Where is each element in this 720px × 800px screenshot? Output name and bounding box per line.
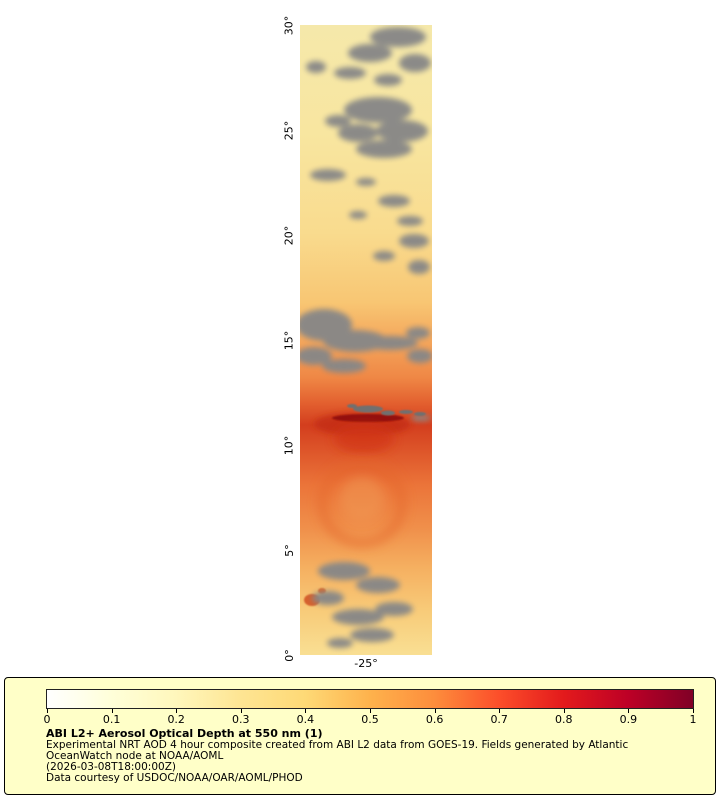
legend-timestamp: (2026-03-08T18:00:00Z) <box>46 760 176 773</box>
y-axis-tick-label: 15° <box>282 330 296 350</box>
colorbar-tick-label: 0.3 <box>232 713 250 726</box>
x-axis-tick-label: -25° <box>354 657 378 670</box>
y-axis-tick-10: 10° <box>276 432 302 458</box>
colorbar-tick-label: 0.1 <box>102 713 121 726</box>
colorbar-gradient <box>46 689 694 709</box>
colorbar-tick-label: 0.4 <box>296 713 315 726</box>
y-axis-tick-15: 15° <box>276 327 302 353</box>
y-axis-tick-20: 20° <box>276 222 302 248</box>
y-axis-tick-5: 5° <box>276 537 302 563</box>
y-axis-tick-25: 25° <box>276 117 302 143</box>
y-axis-tick-0: 0° <box>276 642 302 668</box>
colorbar-tick <box>370 709 371 713</box>
legend-text-block: ABI L2+ Aerosol Optical Depth at 550 nm … <box>46 727 629 784</box>
legend-description-line1: Experimental NRT AOD 4 hour composite cr… <box>46 738 629 751</box>
legend-title: ABI L2+ Aerosol Optical Depth at 550 nm … <box>46 727 323 740</box>
dust-plume <box>304 412 410 606</box>
y-axis-tick-label: 0° <box>282 648 296 662</box>
colorbar-tick-label: 0.5 <box>361 713 379 726</box>
colorbar-tick <box>499 709 501 713</box>
y-axis-tick-label: 5° <box>282 543 296 557</box>
colorbar-tick <box>176 709 178 713</box>
y-axis-tick-label: 10° <box>282 435 296 455</box>
colorbar-tick <box>434 709 436 713</box>
colorbar-tick <box>47 709 48 713</box>
island-pixels <box>347 404 426 416</box>
y-axis-tick-label: 20° <box>282 225 296 245</box>
colorbar-tick-label: 0.6 <box>425 713 444 726</box>
y-axis-tick-label: 25° <box>282 120 296 140</box>
colorbar-tick-label: 0.8 <box>555 713 573 726</box>
colorbar-tick-label: 0.9 <box>619 713 638 726</box>
colorbar-tick-label: 0 <box>43 713 51 726</box>
colorbar-tick <box>563 709 565 713</box>
legend-panel: 0 0.1 0.2 0.3 0.4 0.5 0.6 0.7 0.8 0.9 1 … <box>4 677 716 795</box>
y-axis-tick-30: 30° <box>276 12 302 38</box>
colorbar-tick-label: 0.7 <box>490 713 508 726</box>
colorbar-tick <box>305 709 307 713</box>
aod-map-svg <box>300 25 432 655</box>
colorbar-tick <box>111 709 113 713</box>
colorbar-tick-label: 0.2 <box>167 713 185 726</box>
colorbar-tick <box>628 709 630 713</box>
cloud-blobs <box>300 27 432 648</box>
colorbar-tick-label: 1 <box>689 713 697 726</box>
colorbar-scale: 0 0.1 0.2 0.3 0.4 0.5 0.6 0.7 0.8 0.9 1 <box>43 689 697 729</box>
colorbar-tick <box>693 709 694 713</box>
legend-credit: Data courtesy of USDOC/NOAA/OAR/AOML/PHO… <box>46 771 303 784</box>
legend-description-line2: OceanWatch node at NOAA/AOML <box>46 749 224 762</box>
y-axis-tick-label: 30° <box>282 15 296 35</box>
colorbar-tick <box>240 709 242 713</box>
aod-map-image <box>300 25 432 655</box>
